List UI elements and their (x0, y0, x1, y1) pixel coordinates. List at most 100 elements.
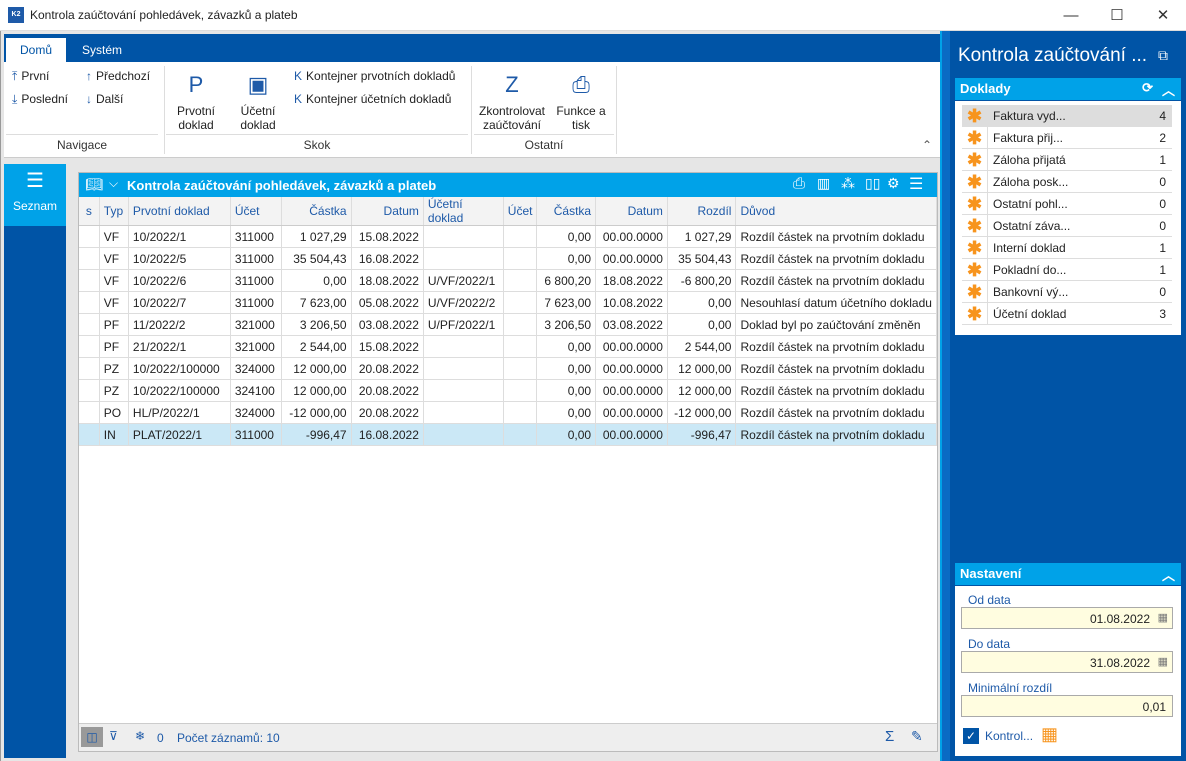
external-link-icon[interactable]: ⧉ (1158, 47, 1168, 63)
table-cell: 0,00 (536, 423, 597, 446)
table-row[interactable]: VF 10/2022/1 311000 1 027,29 15.08.2022 0,00 0… (79, 225, 937, 248)
menu-icon[interactable]: ☰ (909, 176, 924, 193)
table-cell: 311000 (230, 247, 282, 270)
table-row[interactable]: IN PLAT/2022/1 311000 -996,47 16.08.2022 0,00… (79, 423, 937, 446)
calendar-icon[interactable]: ▦ (1157, 612, 1168, 624)
table-cell (503, 313, 538, 336)
chevron-down-icon[interactable]: ⌵ (109, 176, 119, 190)
table-row[interactable]: VF 10/2022/7 311000 7 623,00 05.08.2022 U/VF/… (79, 291, 937, 314)
cubes-icon[interactable]: ⁂ (841, 175, 855, 191)
od-data-input[interactable]: 01.08.2022 ▦ (961, 607, 1173, 629)
tab-domu[interactable]: Domů (6, 38, 67, 62)
table-row[interactable]: PZ 10/2022/100000 324000 12 000,00 20.08.202… (79, 357, 937, 380)
doklad-item[interactable]: ✱ Faktura přij... 2 (962, 127, 1172, 149)
splitter[interactable] (940, 31, 950, 761)
min-rozdil-input[interactable]: 0,01 (961, 695, 1173, 717)
ucetni-doklad-button[interactable]: ▣ Účetní doklad (232, 70, 284, 132)
doklad-item[interactable]: ✱ Ostatní záva... 0 (962, 215, 1172, 237)
table-cell: 0,00 (536, 379, 597, 402)
column-header[interactable]: Účet (230, 197, 282, 226)
table-cell: 324100 (230, 379, 282, 402)
table-row[interactable]: VF 10/2022/5 311000 35 504,43 16.08.2022 0,00… (79, 247, 937, 270)
funkce-tisk-button[interactable]: ⎙ Funkce a tisk (552, 70, 610, 132)
arrow-up-icon: ↑ (86, 69, 92, 83)
refresh-icon[interactable]: ⟳ (1142, 80, 1153, 95)
columns-icon[interactable]: ▯▯ (865, 175, 881, 191)
next-button[interactable]: ↓ Další (86, 92, 124, 106)
table-cell: U/PF/2022/1 (423, 313, 504, 336)
column-header[interactable]: Prvotní doklad (128, 197, 231, 226)
table-cell: 311000 (230, 269, 282, 292)
collapse-ribbon-icon[interactable]: ⌃ (922, 138, 933, 152)
maximize-button[interactable]: ☐ (1110, 7, 1124, 24)
kontrol-checkbox[interactable]: ✓ (963, 728, 979, 744)
table-row[interactable]: PF 11/2022/2 321000 3 206,50 03.08.2022 U/PF/… (79, 313, 937, 336)
last-button[interactable]: ⤓ Poslední (12, 92, 69, 106)
chevron-up-icon[interactable]: ︿ (1161, 83, 1175, 98)
book-icon[interactable]: ◫ (81, 727, 103, 747)
table-cell (503, 401, 538, 424)
table-cell: 6 800,20 (536, 269, 597, 292)
gear-icon[interactable]: ⚙ (887, 175, 900, 191)
table-cell: 2 544,00 (667, 335, 737, 358)
doklad-item[interactable]: ✱ Účetní doklad 3 (962, 303, 1172, 325)
first-button[interactable]: ⤒ První (12, 69, 50, 83)
table-cell: 18.08.2022 (351, 269, 424, 292)
prvotni-doklad-button[interactable]: P Prvotní doklad (170, 70, 222, 132)
sum-icon[interactable]: Σ (885, 728, 895, 745)
calculator-icon[interactable]: ▦ (1041, 724, 1059, 744)
print-icon[interactable]: ⎙ (793, 175, 806, 192)
doklad-item[interactable]: ✱ Faktura vyd... 4 (962, 105, 1172, 127)
table-row[interactable]: PO HL/P/2022/1 324000 -12 000,00 20.08.2022 0… (79, 401, 937, 424)
chart-icon[interactable]: ▥ (817, 175, 831, 191)
doklad-item[interactable]: ✱ Bankovní vý... 0 (962, 281, 1172, 303)
doklad-item[interactable]: ✱ Záloha posk... 0 (962, 171, 1172, 193)
doklad-item[interactable]: ✱ Interní doklad 1 (962, 237, 1172, 259)
column-header[interactable]: Rozdíl (667, 197, 737, 226)
table-row[interactable]: VF 10/2022/6 311000 0,00 18.08.2022 U/VF/2022… (79, 269, 937, 292)
column-header[interactable]: Datum (351, 197, 424, 226)
table-cell (423, 401, 504, 424)
arrow-bottom-icon: ⤓ (12, 92, 18, 106)
record-count: Počet záznamů: 10 (177, 731, 280, 745)
doklad-item[interactable]: ✱ Ostatní pohl... 0 (962, 193, 1172, 215)
previous-button[interactable]: ↑ Předchozí (86, 69, 151, 83)
asterisk-icon: ✱ (962, 127, 988, 149)
do-data-input[interactable]: 31.08.2022 ▦ (961, 651, 1173, 673)
table-cell (79, 247, 100, 270)
edit-icon[interactable]: ✎ (911, 728, 923, 744)
kontejner-ucetnich-button[interactable]: K Kontejner účetních dokladů (294, 92, 452, 106)
table-cell: U/VF/2022/1 (423, 269, 504, 292)
seznam-button[interactable]: ☰ Seznam (4, 164, 66, 226)
table-row[interactable]: PZ 10/2022/100000 324100 12 000,00 20.08.202… (79, 379, 937, 402)
close-button[interactable]: ✕ (1156, 7, 1170, 24)
doklad-item[interactable]: ✱ Pokladní do... 1 (962, 259, 1172, 281)
doklad-item[interactable]: ✱ Záloha přijatá 1 (962, 149, 1172, 171)
minimize-button[interactable]: — (1063, 7, 1079, 24)
column-header[interactable]: Typ (99, 197, 129, 226)
table-row[interactable]: PF 21/2022/1 321000 2 544,00 15.08.2022 0,00 0… (79, 335, 937, 358)
column-header[interactable]: Částka (281, 197, 352, 226)
doklad-count: 0 (1159, 285, 1166, 299)
chevron-up-icon[interactable]: ︿ (1161, 568, 1175, 583)
table-cell: HL/P/2022/1 (128, 401, 231, 424)
tab-system[interactable]: Systém (82, 43, 123, 57)
column-header[interactable]: s (79, 197, 100, 226)
calendar-icon[interactable]: ▦ (1157, 656, 1168, 668)
column-header[interactable]: Účet (503, 197, 538, 226)
kontejner-prvotnich-button[interactable]: K Kontejner prvotních dokladů (294, 69, 456, 83)
table-cell: 0,00 (281, 269, 352, 292)
right-panel: Kontrola zaúčtování ... ⧉ Doklady ⟳ ︿ ✱ F… (950, 31, 1186, 761)
data-grid: 📖︎ ⌵ Kontrola zaúčtování pohledávek, záv… (78, 172, 938, 752)
zkontrolovat-button[interactable]: Z Zkontrolovat zaúčtování (476, 70, 548, 132)
column-header[interactable]: Účetní doklad (423, 197, 504, 226)
book-icon[interactable]: 📖︎ (85, 176, 103, 192)
doklad-label: Pokladní do... (993, 263, 1067, 277)
column-header[interactable]: Datum (595, 197, 668, 226)
column-header[interactable]: Částka (536, 197, 597, 226)
title-bar: K2 Kontrola zaúčtování pohledávek, závaz… (0, 0, 1186, 31)
doklad-label: Záloha posk... (993, 175, 1069, 189)
snowflake-icon[interactable]: ❄ (135, 729, 146, 743)
filter-icon[interactable]: ⊽ (109, 729, 118, 743)
column-header[interactable]: Důvod (735, 197, 937, 226)
